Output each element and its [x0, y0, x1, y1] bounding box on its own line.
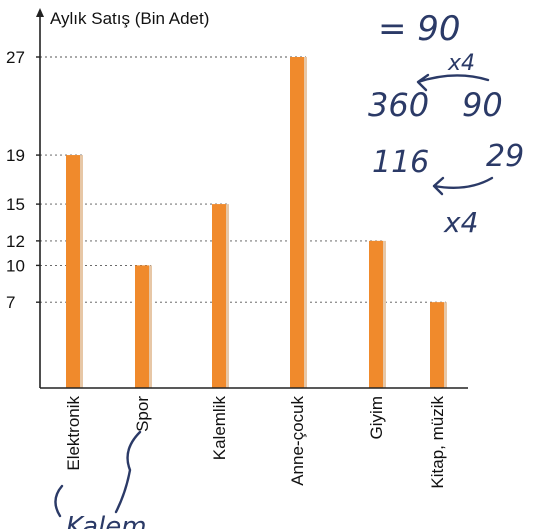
x-category-label: Giyim	[367, 396, 386, 439]
x-category-label: Anne-çocuk	[288, 396, 307, 486]
y-axis-title: Aylık Satış (Bin Adet)	[50, 9, 209, 28]
bar-kalemlik	[212, 204, 226, 388]
y-tick-labels: 7 10 12 15 19 27	[6, 48, 40, 312]
y-axis-arrow-icon	[36, 8, 44, 17]
annotation-bottom-scribble: Kalem	[66, 512, 147, 529]
x-category-label: Kalemlik	[210, 396, 229, 461]
x-category-label: Spor	[133, 396, 152, 432]
bar-layer	[66, 57, 447, 388]
annotation-mult-bottom: x4	[443, 206, 478, 239]
annotation-equals-90: = 90	[378, 9, 461, 49]
x-category-label: Elektronik	[64, 396, 83, 471]
bar-elektronik	[66, 155, 80, 388]
y-tick-label: 10	[6, 256, 25, 275]
y-tick-label: 19	[6, 146, 25, 165]
y-tick-label: 27	[6, 48, 25, 67]
annotation-mult-top: x4	[447, 51, 475, 76]
x-category-labels: Elektronik Spor Kalemlik Anne-çocuk Giyim Kit…	[64, 396, 447, 489]
annotation-arrow-bottom	[432, 176, 494, 196]
x-category-label: Kitap, müzik	[428, 396, 447, 489]
y-tick-label: 7	[6, 293, 15, 312]
annotation-bracket-elektronik	[54, 484, 64, 518]
annotation-arrow-top	[416, 73, 490, 92]
y-tick-label: 12	[6, 232, 25, 251]
bar-spor	[135, 265, 149, 388]
axis-layer: Aylık Satış (Bin Adet)	[36, 8, 468, 389]
y-tick-label: 15	[6, 195, 25, 214]
annotation-bracket-spor	[114, 430, 142, 514]
bar-anne-çocuk	[290, 57, 304, 388]
annotation-116: 116	[372, 145, 429, 180]
annotation-90: 90	[462, 86, 503, 124]
handwritten-annotations: = 90 x4 360 90 116 29 x4 Kalem	[54, 9, 524, 529]
bar-kitap-müzik	[430, 302, 444, 388]
bar-giyim	[369, 240, 383, 388]
annotation-29: 29	[486, 139, 524, 174]
annotation-360: 360	[368, 86, 429, 124]
